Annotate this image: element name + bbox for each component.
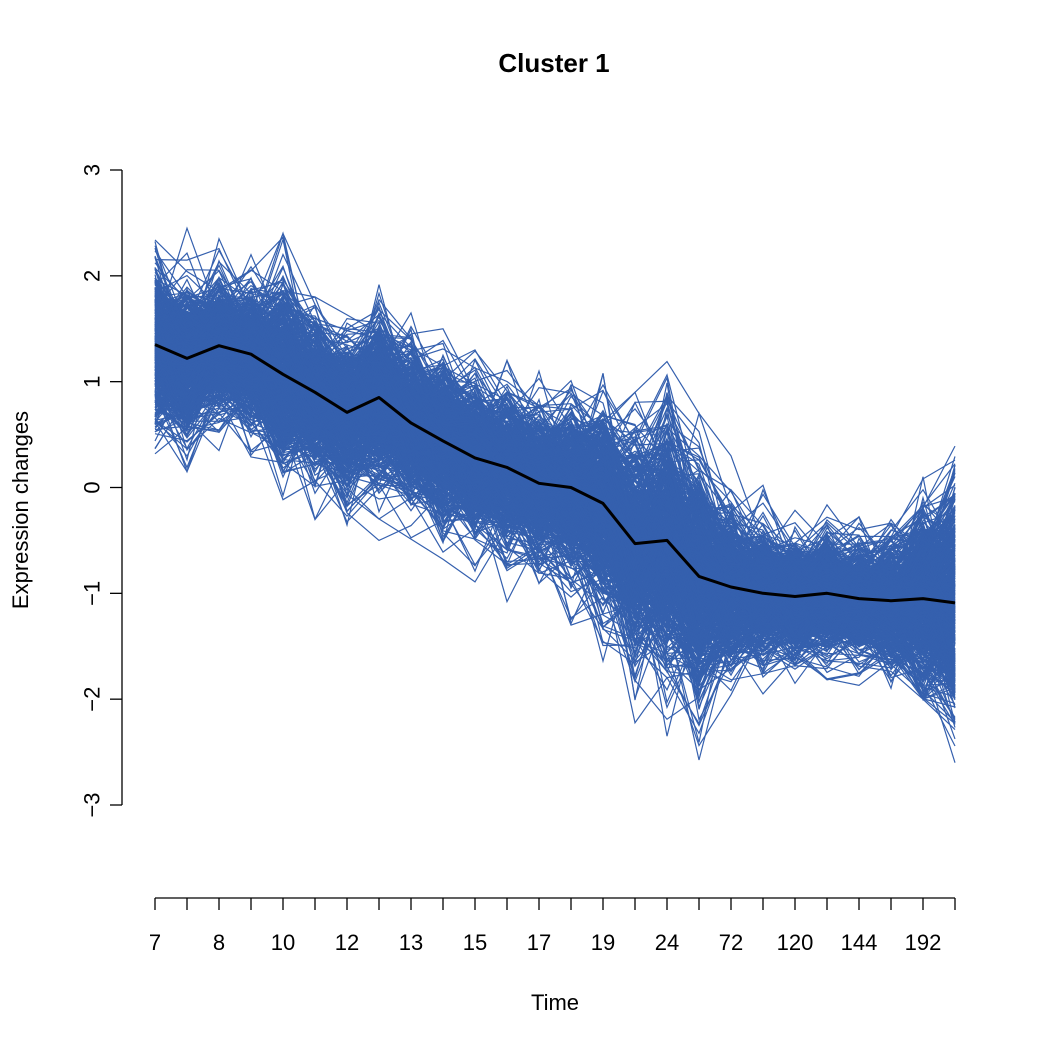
series-line	[154, 339, 956, 689]
y-tick-label: 0	[80, 481, 105, 493]
x-ticks: 7 8 10 12 13 15 17 19 24 72 120 144 192	[149, 898, 956, 955]
series-line	[154, 329, 956, 606]
series-line	[154, 385, 956, 763]
series-line	[154, 268, 956, 592]
x-tick-label: 144	[841, 930, 878, 955]
series-line	[154, 296, 956, 594]
x-tick-label: 10	[271, 930, 295, 955]
series-line	[154, 239, 956, 574]
x-tick-label: 120	[777, 930, 814, 955]
series-line	[154, 306, 956, 609]
x-axis: 7 8 10 12 13 15 17 19 24 72 120 144 192	[149, 897, 956, 955]
series-line	[154, 288, 956, 592]
y-ticks: 3 2 1 0 −1 −2 −3	[80, 164, 122, 818]
y-axis-label: Expression changes	[8, 411, 33, 609]
y-tick-label: −1	[80, 581, 105, 606]
y-tick-label: 1	[80, 376, 105, 388]
y-tick-label: 2	[80, 270, 105, 282]
series-line	[154, 388, 956, 674]
series-line	[154, 302, 956, 622]
y-axis: 3 2 1 0 −1 −2 −3	[80, 164, 123, 818]
plot-area	[154, 226, 956, 763]
series-line	[154, 312, 956, 644]
series-line	[154, 377, 956, 721]
x-tick-label: 13	[399, 930, 423, 955]
y-tick-label: 3	[80, 164, 105, 176]
y-tick-label: −3	[80, 792, 105, 817]
x-tick-label: 192	[905, 930, 942, 955]
series-line	[154, 359, 956, 669]
series-line	[154, 256, 956, 584]
series-line	[154, 297, 956, 617]
x-tick-label: 24	[655, 930, 679, 955]
chart-title: Cluster 1	[498, 48, 609, 78]
series-line	[154, 282, 956, 610]
x-tick-label: 7	[149, 930, 161, 955]
x-tick-label: 15	[463, 930, 487, 955]
x-tick-label: 17	[527, 930, 551, 955]
y-tick-label: −2	[80, 687, 105, 712]
series-line	[154, 389, 956, 688]
series-line	[154, 345, 956, 645]
x-tick-label: 12	[335, 930, 359, 955]
x-tick-label: 8	[213, 930, 225, 955]
series-line	[154, 245, 956, 586]
x-axis-label: Time	[531, 990, 579, 1015]
series-line	[154, 318, 956, 663]
x-tick-label: 72	[719, 930, 743, 955]
series-line	[154, 328, 956, 646]
x-tick-label: 19	[591, 930, 615, 955]
series-line	[154, 358, 956, 737]
mean-line	[154, 343, 956, 605]
series-line	[154, 380, 956, 700]
series-line	[154, 330, 956, 683]
series-lines	[154, 226, 956, 763]
